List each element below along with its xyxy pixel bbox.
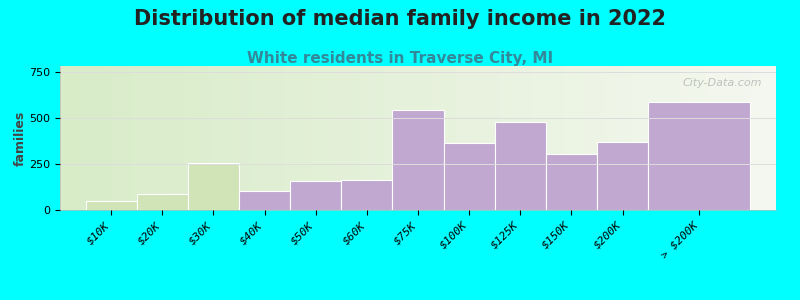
Bar xyxy=(86,201,137,210)
Bar xyxy=(342,180,393,210)
Bar xyxy=(597,142,648,210)
Bar xyxy=(546,154,597,210)
Bar xyxy=(443,142,494,210)
Bar xyxy=(137,194,188,210)
Text: White residents in Traverse City, MI: White residents in Traverse City, MI xyxy=(247,51,553,66)
Bar xyxy=(239,190,290,210)
Bar xyxy=(188,163,239,210)
Bar xyxy=(393,110,443,210)
Bar xyxy=(290,181,342,210)
Text: City-Data.com: City-Data.com xyxy=(682,77,762,88)
Bar xyxy=(648,102,750,210)
Y-axis label: families: families xyxy=(14,110,26,166)
Text: Distribution of median family income in 2022: Distribution of median family income in … xyxy=(134,9,666,29)
Bar xyxy=(494,122,546,210)
